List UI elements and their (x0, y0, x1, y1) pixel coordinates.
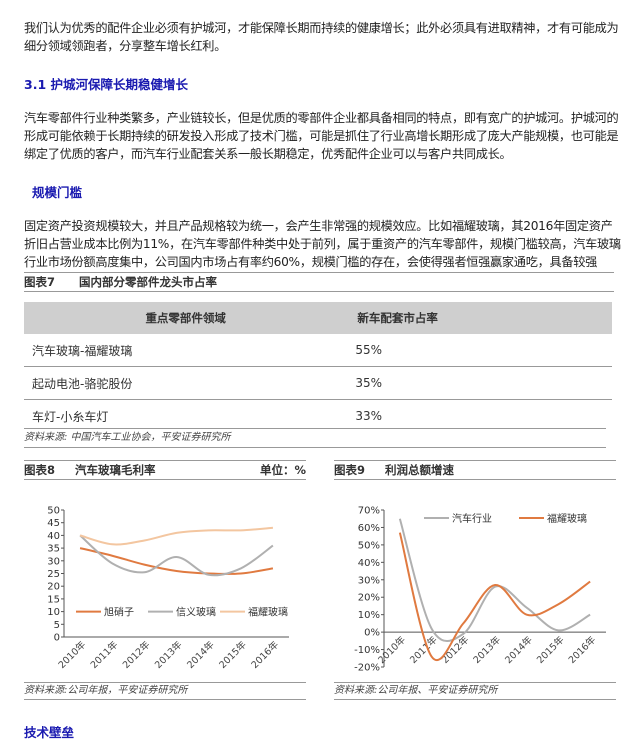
chart8-label: 图表8 (24, 463, 56, 477)
chart8-source: 资料来源:公司年报，平安证券研究所 (24, 682, 306, 700)
legend-label: 旭硝子 (104, 606, 134, 619)
chart9-label: 图表9 (334, 463, 366, 477)
y-tick-label: 10% (358, 610, 380, 621)
x-tick-label: 2016年 (566, 633, 599, 666)
series-line-旭硝子 (79, 547, 274, 575)
legend-label: 福耀玻璃 (248, 606, 288, 619)
series-line-福耀玻璃 (79, 526, 274, 546)
moat-paragraph: 汽车零部件行业种类繁多，产业链较长，但是优质的零部件企业都具备相同的特点，即有宽… (24, 111, 619, 161)
y-tick-label: 20 (47, 582, 60, 593)
table7-figure: 图表7 国内部分零部件龙头市占率 重点零部件领域 新车配套市占率 汽车玻璃-福耀玻… (24, 272, 614, 452)
chart8-title-text: 汽车玻璃毛利率 (75, 463, 156, 477)
chart9-figure: 图表9 利润总额增速 -20% -10% 0% 10% 20% 30% 40% 50% 60% 7… (334, 460, 616, 700)
table-row: 汽车玻璃-福耀玻璃 55% (24, 334, 612, 367)
table7-title-text: 国内部分零部件龙头市占率 (79, 275, 218, 289)
chart9-title-text: 利润总额增速 (385, 463, 455, 477)
table-header: 新车配套市占率 (347, 302, 612, 334)
table-header: 重点零部件领域 (24, 302, 348, 334)
y-tick-label: 25 (47, 569, 60, 580)
series-line-汽车行业 (398, 518, 591, 643)
y-tick-label: 5 (54, 620, 60, 631)
y-tick-label: 40 (47, 531, 60, 542)
x-tick-label: 2015年 (217, 638, 250, 671)
x-tick-label: 2011年 (88, 638, 121, 671)
y-tick-label: -10% (354, 645, 380, 656)
series-line-信义玻璃 (79, 534, 274, 577)
table-cell: 起动电池-骆驼股份 (24, 366, 348, 400)
x-tick-label: 2013年 (471, 633, 504, 666)
subheading-tech: 技术壁垒 (24, 725, 75, 740)
table-cell: 车灯-小糸车灯 (32, 409, 109, 424)
market-share-table: 重点零部件领域 新车配套市占率 汽车玻璃-福耀玻璃 55% 起动电池-骆驼股份 35%… (24, 302, 612, 432)
y-tick-label: 15 (47, 594, 60, 605)
x-tick-label: 2010年 (56, 638, 89, 671)
x-tick-label: 2016年 (249, 638, 282, 671)
x-tick-label: 2013年 (152, 638, 185, 671)
table-row: 起动电池-骆驼股份 35% (24, 366, 612, 400)
table-cell: 55% (347, 334, 612, 367)
table-cell: 汽车玻璃-福耀玻璃 (24, 334, 348, 367)
chart8-unit: 单位：% (259, 463, 306, 477)
x-tick-label: 2012年 (120, 638, 153, 671)
legend-label: 福耀玻璃 (547, 512, 587, 525)
table7-source: 资料来源: 中国汽车工业协会，平安证券研究所 (24, 428, 606, 448)
section-heading: 3.1 护城河保障长期稳健增长 (24, 77, 188, 92)
x-tick-label: 2014年 (184, 638, 217, 671)
table-row: 车灯-小糸车灯 33% (24, 400, 612, 433)
y-tick-label: 0 (54, 633, 60, 644)
y-tick-label: 20% (358, 593, 380, 604)
y-tick-label: 30 (47, 556, 60, 567)
series-line-福耀玻璃 (398, 532, 591, 661)
y-tick-label: 50% (358, 540, 380, 551)
chart8-figure: 图表8 汽车玻璃毛利率 单位：% 0 5 10 15 20 25 30 35 40 45 50 2010… (24, 460, 306, 700)
x-tick-label: 2010年 (376, 633, 409, 666)
y-tick-label: 70% (358, 506, 380, 517)
x-tick-label: 2014年 (503, 633, 536, 666)
subheading-scale: 规模门槛 (32, 185, 83, 200)
legend-label: 汽车行业 (452, 512, 492, 525)
chart9-plot: -20%-10%0%10%20%30%40%50%60%70%2010年 2011… (354, 506, 606, 674)
y-tick-label: 0% (364, 628, 380, 639)
intro-paragraph: 我们认为优秀的配件企业必须有护城河，才能保障长期而持续的健康增长；此外必须具有进… (24, 21, 619, 53)
y-tick-label: 35 (47, 544, 60, 555)
chart9-title: 图表9 利润总额增速 (334, 460, 616, 480)
chart8-title: 图表8 汽车玻璃毛利率 单位：% (24, 460, 306, 480)
y-tick-label: 45 (47, 518, 60, 529)
table7-title: 图表7 国内部分零部件龙头市占率 (24, 272, 614, 292)
y-tick-label: 10 (47, 607, 60, 618)
y-tick-label: 30% (358, 575, 380, 586)
y-tick-label: 60% (358, 523, 380, 534)
table-cell: 33% (355, 409, 383, 423)
legend-label: 信义玻璃 (176, 606, 216, 619)
x-tick-label: 2015年 (534, 633, 567, 666)
scale-paragraph: 固定资产投资规模较大，并且产品规格较为统一，会产生非常强的规模效应。比如福耀玻璃… (24, 219, 621, 269)
table-cell: 35% (347, 366, 612, 400)
y-tick-label: 40% (358, 558, 380, 569)
y-tick-label: 50 (47, 506, 60, 517)
y-tick-label: -20% (354, 663, 380, 674)
chart9-source: 资料来源:公司年报、平安证券研究所 (334, 682, 616, 700)
table7-label: 图表7 (24, 275, 56, 289)
